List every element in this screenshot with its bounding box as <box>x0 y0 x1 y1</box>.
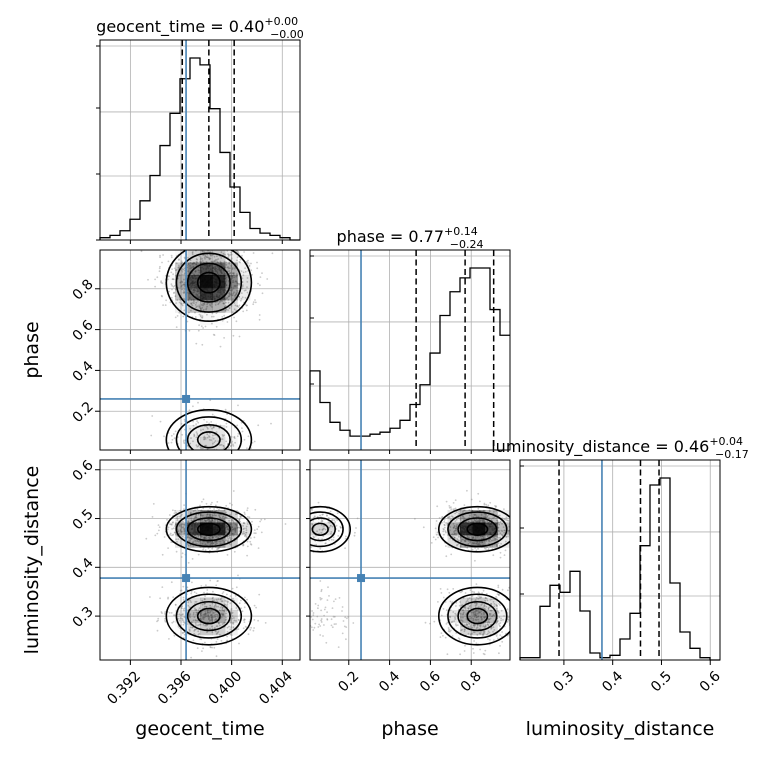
y-tick-label: 0.5 <box>70 506 97 533</box>
x-tick-label: 0.4 <box>599 668 626 695</box>
truth-marker <box>357 574 366 583</box>
x-tick-label: 0.2 <box>335 668 362 695</box>
contour-level <box>186 262 231 303</box>
panel-frame <box>309 459 511 661</box>
contour-level <box>186 600 231 632</box>
contour-level <box>165 505 253 553</box>
title-phase: phase = 0.77+0.14 −0.24 <box>337 225 484 251</box>
contour-level <box>457 517 498 542</box>
contour-level <box>466 607 489 625</box>
x-tick-label: 0.396 <box>155 668 195 708</box>
title-geocent-time: geocent_time = 0.40+0.00 −0.00 <box>96 15 304 41</box>
contour-level <box>310 511 344 548</box>
contour-level <box>437 586 510 646</box>
xlabel-luminosity-distance: luminosity_distance <box>526 718 715 740</box>
histogram-luminosity_distance <box>519 477 720 661</box>
x-tick-label: 0.400 <box>206 668 246 708</box>
panel-frame <box>99 249 301 451</box>
contour-level <box>196 522 221 536</box>
histogram-phase <box>309 267 510 450</box>
contour-level <box>447 593 508 639</box>
contour-level <box>457 600 498 632</box>
contour-level <box>165 409 253 450</box>
x-tick-label: 0.4 <box>376 668 403 695</box>
contour-level <box>466 522 489 536</box>
panel-frame <box>99 459 301 661</box>
contour-level <box>165 586 253 646</box>
y-tick-label: 0.6 <box>70 317 97 344</box>
contour-level <box>175 252 243 313</box>
x-tick-label: 0.404 <box>256 668 296 708</box>
histogram-geocent_time <box>99 57 300 241</box>
y-tick-label: 0.3 <box>70 604 97 631</box>
contour-level <box>165 250 253 323</box>
x-tick-label: 0.392 <box>104 668 144 708</box>
contour-level <box>175 511 243 548</box>
y-tick-label: 0.2 <box>70 399 97 426</box>
contour-level <box>196 431 221 449</box>
truth-marker <box>182 394 191 403</box>
contours-geocent_time-phase <box>165 250 253 450</box>
contour-level <box>196 271 221 294</box>
x-tick-label: 0.6 <box>697 668 724 695</box>
contour-level <box>447 511 508 548</box>
contours-geocent_time-luminosity_distance <box>165 505 253 646</box>
xlabel-geocent-time: geocent_time <box>135 718 264 740</box>
contour-level <box>437 505 510 553</box>
y-tick-label: 0.4 <box>70 358 97 385</box>
x-tick-label: 0.8 <box>458 668 485 695</box>
y-tick-label: 0.4 <box>70 555 97 582</box>
density-geocent_time-phase <box>140 250 274 450</box>
x-tick-label: 0.6 <box>417 668 444 695</box>
contours-phase-luminosity_distance <box>310 505 510 646</box>
y-tick-label: 0.6 <box>70 457 97 484</box>
xlabel-phase: phase <box>381 718 438 740</box>
contour-level <box>311 522 329 536</box>
ylabel-phase: phase <box>21 321 43 378</box>
density-geocent_time-luminosity_distance <box>145 490 287 659</box>
truth-marker <box>182 574 191 583</box>
contour-level <box>186 424 231 450</box>
x-tick-label: 0.3 <box>550 668 577 695</box>
contour-level <box>175 416 243 450</box>
contour-level <box>175 593 243 639</box>
ylabel-luminosity-distance: luminosity_distance <box>21 466 43 655</box>
contour-level <box>186 517 231 542</box>
contour-level <box>310 505 351 553</box>
contour-level <box>196 607 221 625</box>
y-tick-label: 0.8 <box>70 276 97 303</box>
panel-frame <box>519 459 721 661</box>
panel-frame <box>309 249 511 451</box>
title-luminosity-distance: luminosity_distance = 0.46+0.04 −0.17 <box>491 435 749 461</box>
contour-level <box>310 517 336 542</box>
x-tick-label: 0.5 <box>648 668 675 695</box>
panel-frame <box>99 39 301 241</box>
